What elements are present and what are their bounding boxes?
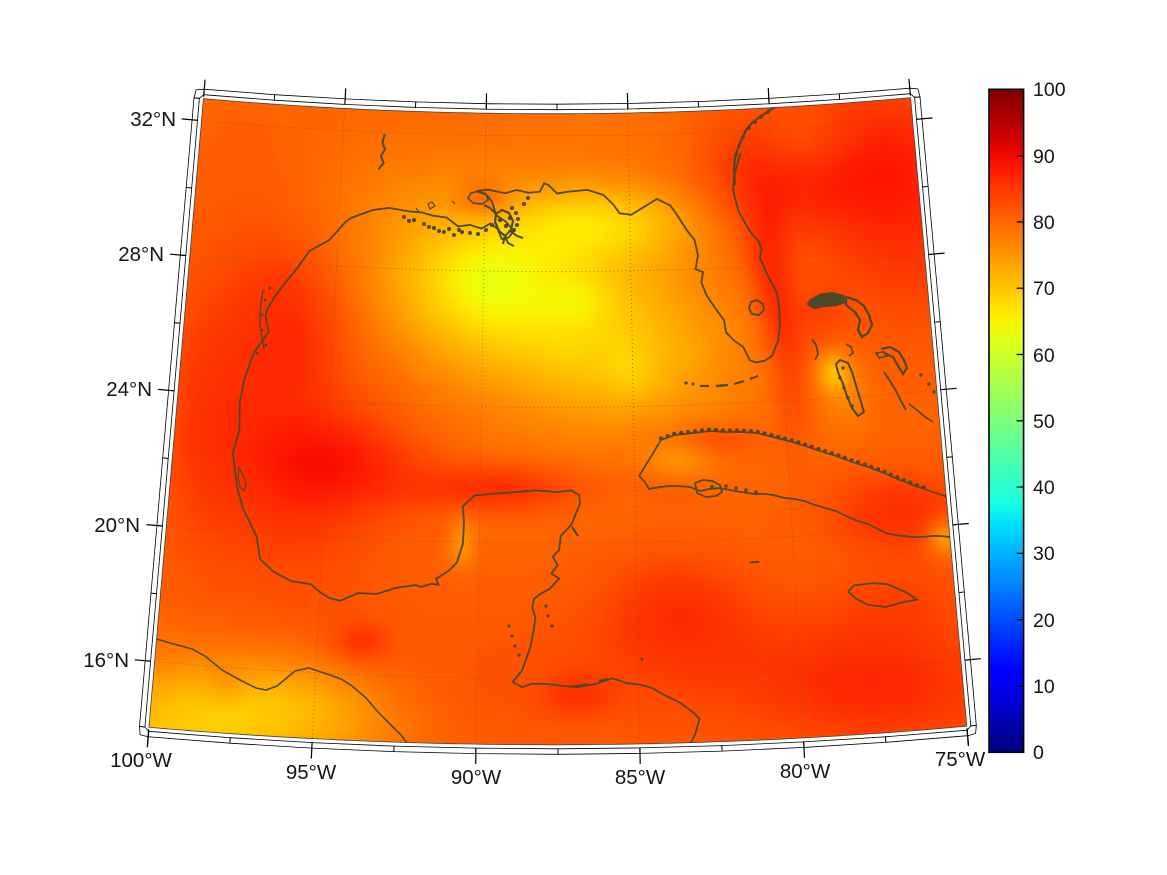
svg-text:16°N: 16°N bbox=[83, 649, 129, 672]
svg-text:75°W: 75°W bbox=[935, 748, 986, 771]
svg-text:60: 60 bbox=[1033, 345, 1055, 367]
svg-text:100°W: 100°W bbox=[110, 749, 172, 772]
svg-text:20: 20 bbox=[1033, 610, 1055, 632]
svg-text:40: 40 bbox=[1033, 477, 1055, 499]
svg-text:85°W: 85°W bbox=[615, 766, 666, 789]
svg-text:32°N: 32°N bbox=[130, 108, 176, 131]
svg-text:80°W: 80°W bbox=[780, 760, 831, 783]
svg-text:24°N: 24°N bbox=[106, 378, 152, 401]
svg-text:95°W: 95°W bbox=[286, 761, 337, 784]
svg-text:90: 90 bbox=[1033, 146, 1055, 168]
svg-text:20°N: 20°N bbox=[94, 514, 140, 537]
svg-text:70: 70 bbox=[1033, 278, 1055, 300]
svg-text:28°N: 28°N bbox=[118, 243, 164, 266]
svg-text:50: 50 bbox=[1033, 411, 1055, 433]
svg-text:10: 10 bbox=[1033, 676, 1055, 698]
svg-text:90°W: 90°W bbox=[451, 766, 502, 789]
svg-text:30: 30 bbox=[1033, 543, 1055, 565]
svg-text:0: 0 bbox=[1033, 742, 1044, 764]
svg-text:100: 100 bbox=[1033, 79, 1066, 101]
svg-text:80: 80 bbox=[1033, 212, 1055, 234]
